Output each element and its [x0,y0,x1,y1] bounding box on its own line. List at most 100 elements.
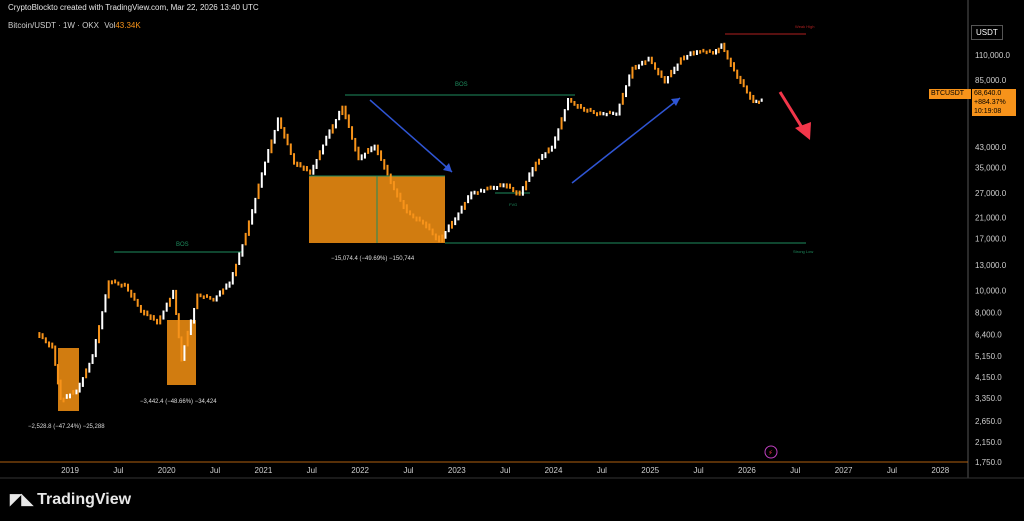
candle [479,188,482,193]
strong-low-label: Strong Low [793,249,813,254]
candle [760,98,763,102]
candle [534,161,537,172]
candle [143,309,146,316]
candle [431,228,434,236]
tradingview-logo[interactable]: ◤◣ TradingView [10,490,131,509]
tv-logo-icon: ◤◣ [10,491,34,508]
time-tick-label: 2024 [545,466,563,475]
candle [592,110,595,115]
candle [492,185,495,190]
candle [299,162,302,168]
time-axis: 2019 Jul 2020 Jul 2021 Jul 2022 Jul 2023 Jul 2024 J… [61,466,950,475]
candle [708,49,711,53]
candle [351,126,354,140]
blue-arrow-down-head [443,163,452,172]
candle [720,43,723,49]
price-tick-label: 2,650.0 [975,417,1002,426]
candle [528,172,531,182]
candle [69,393,71,399]
candle [554,136,557,149]
candle [489,185,492,190]
candle [628,74,631,87]
price-axis: 110,000.0 85,000.0 43,000.0 35,000.0 27,000.… [975,51,1011,467]
candle [729,57,732,67]
candle [399,192,402,202]
candle [496,186,499,191]
candle [165,302,168,312]
lightning-icon[interactable] [764,445,778,459]
candle [683,55,686,61]
candle [247,220,250,236]
candle [739,75,742,84]
candle [159,315,162,325]
candle [512,186,515,193]
candle [156,318,159,325]
candle [508,183,511,189]
candle [689,51,692,57]
candle [123,282,126,287]
currency-badge[interactable]: USDT [971,25,1003,40]
candle [583,106,586,112]
candle [660,70,663,78]
candle [152,315,155,321]
candle [312,164,315,175]
bos-label-top: BOS [455,82,468,88]
candle [486,186,489,191]
candle [641,60,644,66]
fvg-label: FVG [509,202,517,207]
candle [172,289,175,299]
candle [541,153,544,160]
candle [579,103,582,109]
candle [238,252,241,265]
candle [438,235,441,243]
time-tick-label: Jul [403,466,413,475]
candle [202,295,205,300]
candle [212,297,215,302]
candle [264,161,267,176]
candle [673,66,676,75]
drawdown-box-1 [58,348,79,411]
candle [666,76,669,84]
candle [576,103,579,109]
candle [296,161,299,167]
candle [305,166,308,172]
candle [110,280,113,285]
time-tick-label: 2019 [61,466,79,475]
candle [647,56,650,62]
candle [341,105,344,116]
candle [634,64,637,70]
time-tick-label: Jul [113,466,123,475]
candle [605,112,608,117]
drawdown-label-2: −3,442.4 (−48.66%) −34,424 [140,399,217,405]
candle [467,195,470,204]
candle [347,114,350,128]
candle [567,97,570,111]
time-tick-label: Jul [500,466,510,475]
candle [670,69,673,78]
candle [625,85,628,98]
candle [322,144,325,155]
candle [441,234,444,243]
candle [415,216,418,222]
candle [745,85,748,94]
candle [573,100,576,106]
candle [189,319,192,336]
candle [54,345,57,366]
drawdown-label-1: −2,528.8 (−47.24%) −25,288 [28,424,105,430]
candle [354,137,357,152]
candle [654,62,657,70]
candle [386,164,389,176]
candle [515,190,518,196]
time-tick-label: 2025 [641,466,659,475]
time-tick-label: Jul [597,466,607,475]
candle [196,293,199,310]
candle [72,390,75,395]
candle [695,50,698,55]
time-tick-label: Jul [693,466,703,475]
candle [260,172,263,188]
candle [180,336,183,362]
candle [631,66,634,79]
candle [318,150,321,161]
candle [612,111,615,115]
